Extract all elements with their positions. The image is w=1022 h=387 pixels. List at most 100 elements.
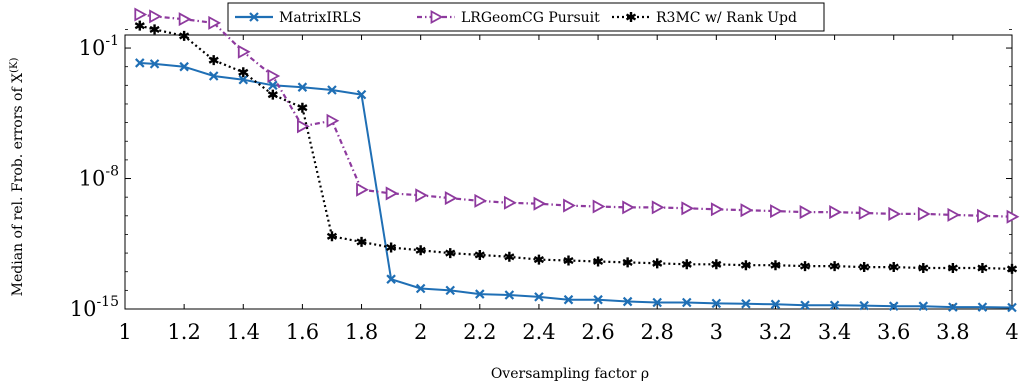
data-point: [977, 208, 990, 223]
data-point: [327, 85, 337, 95]
data-point: [622, 257, 633, 268]
data-point: [356, 182, 369, 197]
data-point: [800, 300, 810, 311]
data-point: [297, 102, 308, 113]
legend-marker: [249, 12, 259, 22]
data-point: [858, 205, 872, 221]
data-point: [652, 258, 663, 269]
series-line: [139, 24, 1013, 270]
legend-marker: [625, 12, 637, 22]
data-point: [415, 283, 426, 294]
series-line: [139, 62, 1013, 309]
data-point: [918, 262, 929, 273]
data-point: [740, 260, 751, 271]
data-point: [179, 30, 190, 41]
data-point: [504, 251, 515, 262]
data-point: [445, 285, 456, 296]
y-tick-label-exponent: -1: [105, 33, 119, 49]
data-point: [297, 82, 308, 92]
data-point: [326, 231, 338, 242]
data-point: [829, 205, 842, 220]
plot-frame: [124, 34, 1013, 310]
data-point: [237, 44, 251, 59]
y-axis-label-superscript: (K): [9, 58, 20, 73]
y-tick-label-exponent: -15: [96, 294, 119, 310]
data-point: [386, 274, 396, 284]
data-point: [267, 68, 281, 84]
data-point: [622, 200, 636, 215]
x-tick-label: 1.4: [227, 320, 260, 344]
data-point: [563, 198, 576, 213]
data-point: [415, 245, 426, 256]
x-tick-label: 2: [414, 320, 427, 344]
data-point: [918, 301, 929, 311]
data-point: [356, 236, 367, 247]
x-tick-label: 1.6: [286, 320, 319, 344]
data-point: [385, 186, 399, 201]
data-point: [1006, 263, 1018, 274]
data-point: [859, 300, 869, 311]
data-point: [149, 59, 160, 69]
y-tick-label: 10-8: [79, 164, 119, 191]
data-point: [829, 261, 840, 272]
x-tick-label: 1: [118, 320, 131, 344]
data-point: [238, 74, 249, 85]
x-tick-label: 2.2: [463, 320, 496, 344]
y-axis-label: Median of rel. Frob. errors of X(K): [9, 58, 27, 297]
data-point: [326, 113, 340, 128]
data-point: [1006, 209, 1020, 224]
data-point: [179, 61, 189, 72]
data-point: [134, 7, 148, 22]
x-tick-label: 4: [1005, 320, 1018, 344]
data-point: [267, 89, 278, 100]
data-point: [681, 201, 695, 216]
legend-box: [227, 2, 825, 32]
data-point: [149, 24, 160, 35]
legend-label: MatrixIRLS: [279, 10, 361, 26]
x-tick-label: 3.4: [818, 320, 851, 344]
data-point: [652, 297, 662, 308]
data-point: [178, 12, 192, 27]
data-point: [134, 20, 145, 31]
series-line: [139, 13, 1013, 218]
data-point: [503, 195, 517, 210]
data-point: [947, 207, 961, 222]
data-point: [947, 262, 958, 273]
data-point: [681, 259, 692, 270]
data-point: [592, 256, 604, 267]
data-point: [888, 301, 899, 311]
data-point: [475, 289, 485, 299]
y-axis-label-main: Median of rel. Frob. errors of X: [10, 73, 26, 296]
data-point: [593, 294, 603, 305]
data-point: [799, 205, 813, 220]
data-point: [208, 55, 219, 66]
data-point: [948, 302, 958, 312]
data-point: [474, 249, 485, 260]
data-point: [977, 262, 988, 273]
y-tick-label-base: 10: [79, 167, 106, 191]
data-point: [917, 206, 931, 221]
x-tick-label: 2.8: [640, 320, 673, 344]
series-matrixirls: [135, 58, 1017, 313]
data-point: [1007, 302, 1017, 313]
data-point: [474, 193, 488, 208]
data-point: [711, 259, 722, 270]
y-tick-label: 10-1: [79, 33, 119, 60]
y-tick-label: 10-15: [70, 294, 119, 321]
data-point: [504, 290, 515, 300]
data-point: [592, 199, 606, 214]
data-point: [563, 294, 574, 305]
x-axis-label: Oversampling factor ρ: [491, 366, 649, 382]
data-point: [135, 58, 145, 68]
data-point: [888, 262, 899, 273]
legend-marker: [430, 9, 444, 25]
data-point: [888, 206, 902, 221]
legend-label: R3MC w/ Rank Upd: [656, 10, 797, 26]
x-tick-label: 3.8: [936, 320, 969, 344]
data-point: [149, 9, 162, 24]
x-tick-label: 3.6: [877, 320, 910, 344]
data-point: [386, 242, 397, 253]
data-point: [711, 298, 722, 309]
